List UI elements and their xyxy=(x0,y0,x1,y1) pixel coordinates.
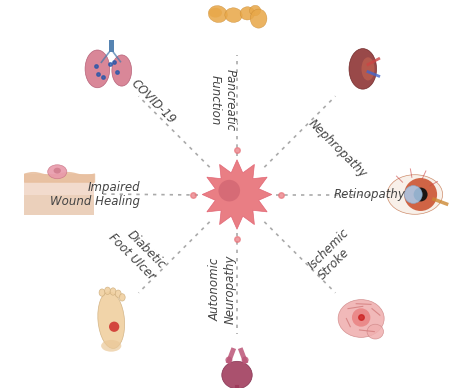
Text: Ischemic
Stroke: Ischemic Stroke xyxy=(305,226,362,282)
Ellipse shape xyxy=(250,9,267,28)
Circle shape xyxy=(226,357,232,363)
Circle shape xyxy=(404,178,437,211)
Circle shape xyxy=(109,322,119,332)
Ellipse shape xyxy=(362,57,374,81)
Text: Diabetic
Foot Ulcer: Diabetic Foot Ulcer xyxy=(106,220,169,282)
Circle shape xyxy=(414,187,428,202)
Ellipse shape xyxy=(101,340,121,352)
Bar xyxy=(24,181,94,195)
Ellipse shape xyxy=(54,168,61,173)
Text: Retinopathy: Retinopathy xyxy=(334,188,406,201)
Ellipse shape xyxy=(349,49,376,89)
Ellipse shape xyxy=(119,294,125,301)
Ellipse shape xyxy=(110,288,116,295)
Ellipse shape xyxy=(367,324,383,339)
Ellipse shape xyxy=(98,292,125,349)
Ellipse shape xyxy=(387,175,443,214)
Ellipse shape xyxy=(85,50,110,88)
Text: Autonomic
Neuropathy: Autonomic Neuropathy xyxy=(209,254,237,324)
Ellipse shape xyxy=(240,7,255,20)
Circle shape xyxy=(242,357,248,363)
Ellipse shape xyxy=(48,165,67,179)
Circle shape xyxy=(219,180,240,202)
Text: Pancreatic
Function: Pancreatic Function xyxy=(209,69,237,131)
Bar xyxy=(24,173,94,182)
Bar xyxy=(109,40,113,53)
Ellipse shape xyxy=(209,5,228,23)
Ellipse shape xyxy=(105,287,110,294)
Circle shape xyxy=(404,186,422,203)
Ellipse shape xyxy=(249,5,261,16)
Ellipse shape xyxy=(115,290,121,297)
Text: Impaired
Wound Healing: Impaired Wound Healing xyxy=(50,180,140,209)
Bar xyxy=(24,194,94,215)
Ellipse shape xyxy=(99,289,105,296)
Ellipse shape xyxy=(338,300,384,337)
Text: Nephropathy: Nephropathy xyxy=(305,117,369,180)
Text: COVID-19: COVID-19 xyxy=(128,77,178,126)
Polygon shape xyxy=(202,160,272,229)
Circle shape xyxy=(352,308,370,327)
Ellipse shape xyxy=(112,55,132,86)
Ellipse shape xyxy=(225,8,242,23)
Ellipse shape xyxy=(209,8,222,18)
Ellipse shape xyxy=(222,361,252,389)
